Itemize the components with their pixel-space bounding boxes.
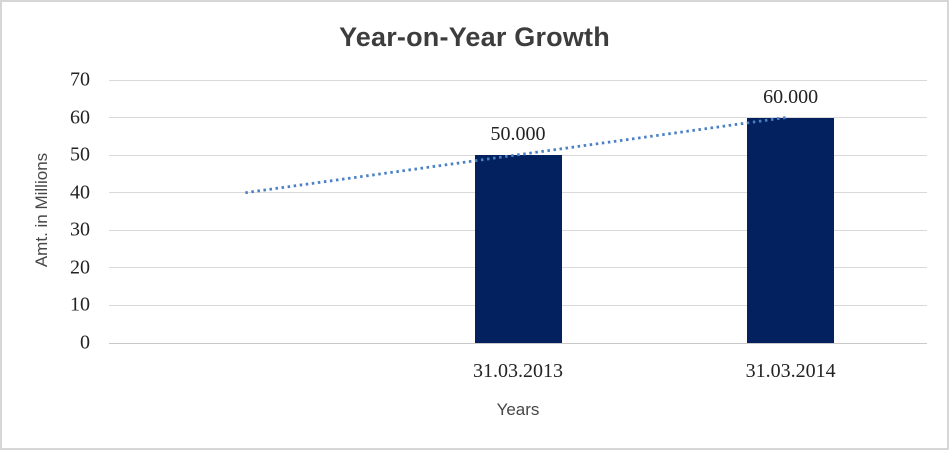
y-tick-label: 50 bbox=[70, 143, 90, 166]
bar-2013 bbox=[474, 155, 562, 343]
chart-title: Year-on-Year Growth bbox=[339, 22, 610, 52]
data-label-2013: 50.000 bbox=[490, 123, 546, 146]
y-tick-label: 20 bbox=[70, 256, 90, 279]
bar-2014 bbox=[747, 117, 835, 343]
y-tick-label: 0 bbox=[80, 331, 90, 354]
y-tick-label: 60 bbox=[70, 106, 90, 129]
y-tick-label: 30 bbox=[70, 218, 90, 241]
y-tick-label: 40 bbox=[70, 181, 90, 204]
x-tick-label-2014: 31.03.2014 bbox=[745, 360, 836, 382]
gridline-70 bbox=[109, 79, 927, 81]
y-axis-title: Amt. in Millions bbox=[32, 152, 51, 268]
y-tick-label: 10 bbox=[70, 293, 90, 316]
x-axis-title: Years bbox=[496, 400, 540, 419]
gridline-0 bbox=[109, 342, 927, 344]
data-label-2014: 60.000 bbox=[763, 85, 819, 108]
y-tick-label: 70 bbox=[70, 68, 90, 91]
x-tick-label-2013: 31.03.2013 bbox=[473, 360, 563, 382]
